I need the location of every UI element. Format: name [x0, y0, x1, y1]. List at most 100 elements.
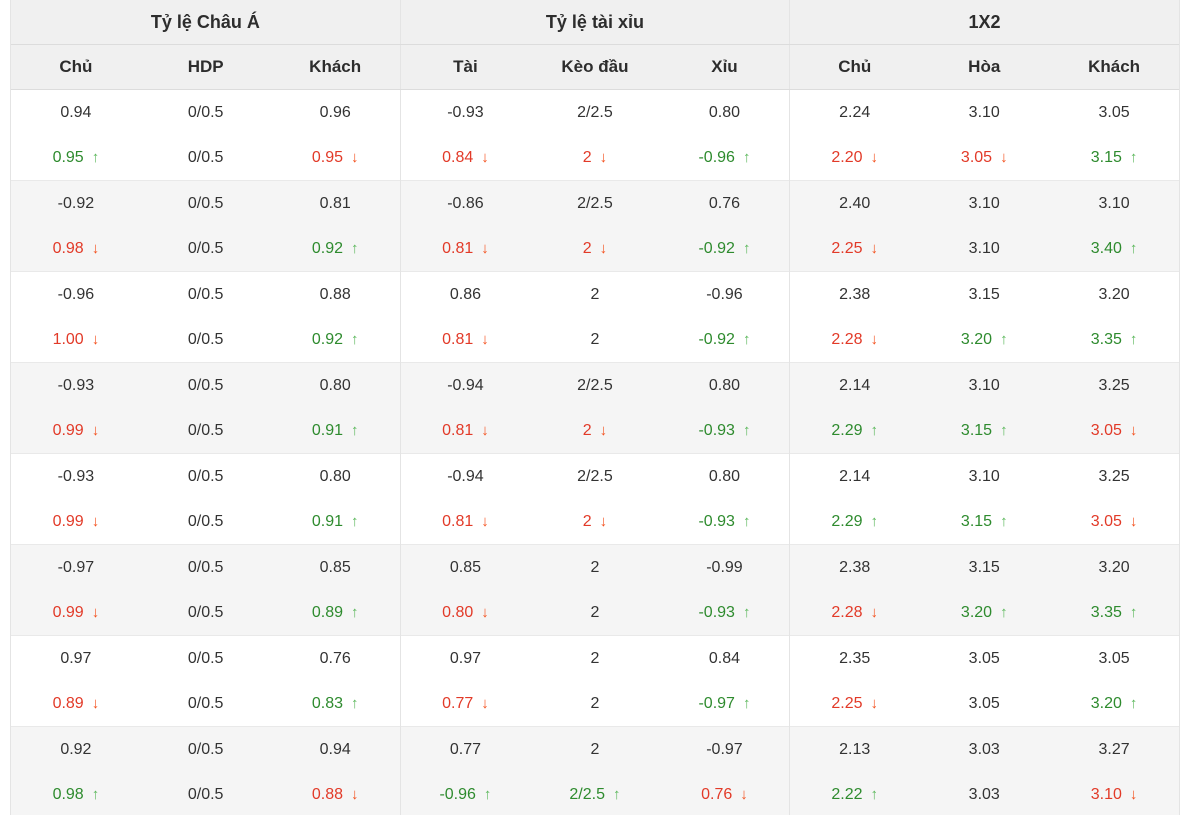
odds-cell: 0.77 ↓ [399, 681, 531, 727]
up-arrow-icon: ↑ [742, 330, 751, 348]
odds-value: 0.81 [442, 330, 474, 348]
odds-cell: -0.93 [399, 89, 531, 135]
odds-cell: 0/0.5 [140, 590, 271, 636]
down-arrow-icon: ↓ [870, 239, 879, 257]
odds-value: 2 [590, 694, 600, 712]
odds-cell: 0.80 ↓ [399, 590, 531, 636]
odds-value: 0.83 [311, 694, 343, 712]
odds-cell: 2 [530, 544, 660, 590]
odds-value: 2.20 [831, 148, 863, 166]
odds-cell: 2.20 ↓ [789, 135, 920, 181]
odds-value: 2.28 [831, 330, 863, 348]
odds-cell: 0/0.5 [140, 180, 271, 226]
odds-value: 2 [590, 649, 600, 667]
odds-cell: -0.92 ↑ [660, 317, 790, 363]
odds-cell: 2.13 [789, 726, 920, 772]
odds-value: 3.27 [1098, 740, 1130, 758]
odds-cell: 0.94 [270, 726, 401, 772]
down-arrow-icon: ↓ [870, 603, 879, 621]
odds-value: 3.20 [960, 330, 993, 348]
odds-cell: 3.05 ↓ [919, 135, 1049, 181]
odds-cell: -0.99 [659, 544, 790, 590]
table-row: 0.99 ↓ 0/0.5 0.91 ↑ 0.81 ↓ 2 ↓ -0.93 ↑ 2.29 ↑ 3.15 ↑ 3.… [11, 499, 1179, 545]
up-arrow-icon: ↑ [612, 785, 621, 803]
odds-value: 2.28 [831, 603, 863, 621]
down-arrow-icon: ↓ [870, 694, 879, 712]
odds-value: 0.80 [708, 103, 741, 121]
odds-cell: 0/0.5 [140, 271, 271, 317]
odds-value: 0.81 [442, 239, 474, 257]
odds-value: -0.94 [447, 376, 484, 394]
odds-table-body: 0.94 0/0.5 0.96 -0.93 2/2.5 0.80 2.24 3.10 3.05 0… [11, 89, 1179, 815]
down-arrow-icon: ↓ [740, 785, 748, 803]
odds-value: 0.84 [442, 148, 474, 166]
odds-cell: 0/0.5 [141, 499, 271, 545]
up-arrow-icon: ↑ [742, 421, 751, 439]
odds-cell: 0.97 [11, 635, 141, 681]
odds-cell: 0.97 [399, 635, 531, 681]
odds-value: 0.89 [311, 603, 343, 621]
odds-value: -0.96 [706, 285, 743, 303]
odds-value: -0.97 [706, 740, 743, 758]
odds-cell: 0.92 [11, 726, 141, 772]
odds-value: 0.81 [319, 194, 351, 212]
odds-cell: 0.84 [659, 635, 790, 681]
odds-value: 3.10 [968, 239, 1000, 257]
odds-value: 3.03 [968, 785, 1000, 803]
odds-value: 2 [590, 285, 600, 303]
odds-value: 0/0.5 [187, 512, 224, 530]
table-row: -0.92 0/0.5 0.81 -0.86 2/2.5 0.76 2.40 3.10 3.10 [11, 180, 1179, 226]
odds-value: 2/2.5 [577, 376, 613, 394]
up-arrow-icon: ↑ [91, 785, 100, 803]
column-header-hdp: HDP [140, 44, 271, 90]
column-header-away: Khách [270, 44, 401, 90]
odds-value: 2.25 [831, 239, 863, 257]
up-arrow-icon: ↑ [742, 239, 751, 257]
odds-cell: 0.94 [11, 90, 141, 136]
table-row: -0.93 0/0.5 0.80 -0.94 2/2.5 0.80 2.14 3.10 3.25 [11, 453, 1179, 499]
odds-value: 3.10 [968, 467, 1000, 485]
odds-value: 2 [582, 512, 592, 530]
odds-cell: -0.94 [399, 453, 531, 499]
up-arrow-icon: ↑ [742, 603, 751, 621]
odds-value: 2.14 [839, 467, 871, 485]
odds-cell: 0/0.5 [140, 226, 271, 272]
odds-value: 2.29 [831, 421, 863, 439]
odds-value: 3.20 [1098, 285, 1130, 303]
odds-cell: 2 [530, 635, 660, 681]
odds-value: 0.85 [449, 558, 481, 576]
odds-cell: 0.88 ↓ [270, 772, 401, 815]
odds-value: 0.99 [52, 512, 84, 530]
up-arrow-icon: ↑ [1129, 330, 1138, 348]
odds-cell: 0/0.5 [141, 681, 271, 727]
odds-cell: 3.03 [919, 772, 1050, 815]
up-arrow-icon: ↑ [1129, 603, 1138, 621]
down-arrow-icon: ↓ [91, 512, 100, 530]
odds-cell: 3.20 [1049, 271, 1179, 317]
odds-value: 0.77 [449, 740, 481, 758]
up-arrow-icon: ↑ [1000, 421, 1008, 439]
up-arrow-icon: ↑ [1129, 239, 1138, 257]
odds-value: 0.94 [60, 103, 92, 121]
odds-value: 2.22 [831, 785, 863, 803]
odds-value: 3.05 [1098, 103, 1130, 121]
odds-cell: 2.35 [789, 635, 920, 681]
odds-cell: 2 ↓ [530, 135, 660, 181]
odds-cell: 2 [530, 271, 660, 317]
odds-value: -0.92 [698, 330, 735, 348]
odds-cell: 3.35 ↑ [1049, 590, 1179, 636]
odds-cell: 2.14 [789, 362, 920, 408]
odds-cell: 0.99 ↓ [11, 499, 141, 545]
odds-value: 0.91 [311, 512, 343, 530]
odds-cell: 0.76 ↓ [659, 772, 790, 815]
odds-cell: -0.93 ↑ [659, 590, 790, 636]
down-arrow-icon: ↓ [481, 239, 489, 257]
down-arrow-icon: ↓ [481, 512, 489, 530]
odds-cell: 3.20 [1049, 544, 1179, 590]
odds-value: -0.86 [447, 194, 484, 212]
odds-value: 0/0.5 [187, 558, 224, 576]
odds-cell: 2.25 ↓ [789, 681, 920, 727]
up-arrow-icon: ↑ [870, 785, 879, 803]
odds-value: 0.80 [708, 376, 741, 394]
odds-value: 0.95 [311, 148, 343, 166]
